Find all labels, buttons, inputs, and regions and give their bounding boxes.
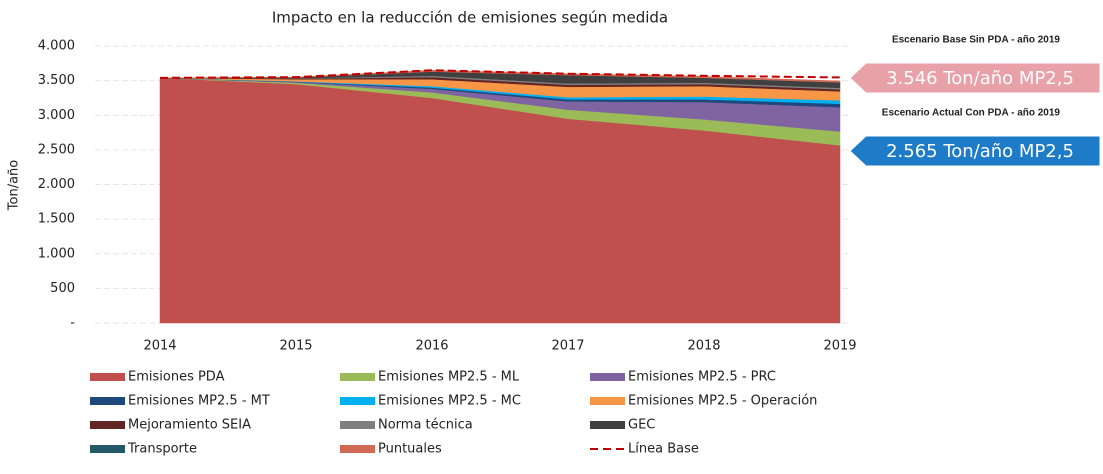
x-tick-label: 2018: [687, 339, 720, 354]
legend-swatch: [340, 445, 375, 453]
x-tick-label: 2014: [143, 339, 176, 354]
legend-label: Mejoramiento SEIA: [128, 418, 251, 433]
legend-label: Emisiones MP2.5 - ML: [378, 370, 520, 385]
base-line: [159, 69, 841, 79]
legend-label: GEC: [628, 418, 655, 433]
annotation-text: 2.565 Ton/año MP2,5: [886, 141, 1074, 162]
y-tick-label: -: [70, 316, 75, 331]
legend-swatch: [90, 397, 125, 405]
legend-swatch: [90, 421, 125, 429]
legend-swatch: [340, 397, 375, 405]
legend-swatch: [590, 421, 625, 429]
legend-swatch: [340, 421, 375, 429]
y-tick-label: 1.500: [38, 212, 75, 227]
annotation-text: 3.546 Ton/año MP2,5: [886, 68, 1074, 89]
legend-label: Emisiones MP2.5 - PRC: [628, 370, 776, 385]
y-tick-label: 1.000: [38, 246, 75, 261]
callout: [849, 135, 1101, 167]
legend-label: Emisiones MP2.5 - MC: [378, 394, 521, 409]
y-tick-label: 2.500: [38, 142, 75, 157]
x-tick-label: 2015: [279, 339, 312, 354]
y-tick-label: 500: [50, 281, 75, 296]
y-tick-label: 4.000: [38, 39, 75, 54]
y-tick-label: 3.500: [38, 73, 75, 88]
legend-swatch: [340, 373, 375, 381]
legend-label: Transporte: [127, 442, 197, 457]
legend-swatch: [90, 373, 125, 381]
legend-label: Emisiones MP2.5 - MT: [128, 394, 270, 409]
y-tick-label: 3.000: [38, 108, 75, 123]
x-tick-label: 2017: [551, 339, 584, 354]
x-tick-label: 2016: [415, 339, 448, 354]
chart-title: Impacto en la reducción de emisiones seg…: [272, 9, 668, 27]
legend-label: Línea Base: [628, 442, 699, 457]
y-tick-label: 2.000: [38, 177, 75, 192]
annotation-caption: Escenario Base Sin PDA - año 2019: [892, 35, 1060, 46]
legend-swatch: [90, 445, 125, 453]
legend-label: Emisiones PDA: [128, 370, 225, 385]
y-axis-label: Ton/año: [7, 160, 22, 212]
legend-label: Emisiones MP2.5 - Operación: [628, 394, 817, 409]
legend-swatch: [590, 373, 625, 381]
callout: [849, 62, 1101, 94]
annotation-caption: Escenario Actual Con PDA - año 2019: [882, 108, 1061, 119]
x-tick-label: 2019: [823, 339, 856, 354]
legend-label: Norma técnica: [378, 418, 473, 433]
legend-swatch: [590, 397, 625, 405]
legend-label: Puntuales: [378, 442, 442, 457]
